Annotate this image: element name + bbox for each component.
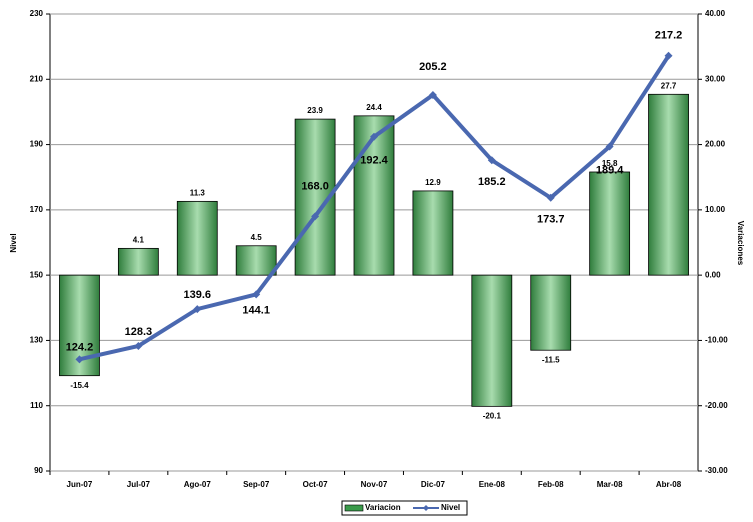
- y2-axis-label: Variaciones: [736, 221, 745, 266]
- line-value-label: 192.4: [360, 155, 388, 167]
- line-value-label: 189.4: [596, 164, 624, 176]
- line-marker: [134, 341, 143, 350]
- line-marker: [252, 290, 261, 299]
- y2-tick-label: 40.00: [705, 9, 726, 18]
- bar: [648, 93, 689, 276]
- bar: [589, 171, 631, 276]
- y-tick-label: 150: [30, 270, 44, 279]
- bar: [353, 115, 395, 276]
- bar-value-label: 4.1: [133, 235, 145, 244]
- y2-tick-label: 10.00: [705, 205, 726, 214]
- x-tick-label: Feb-08: [538, 480, 564, 489]
- y-tick-label: 190: [30, 140, 44, 149]
- legend-label: Nivel: [441, 503, 460, 512]
- line-value-label: 185.2: [478, 176, 506, 188]
- line-value-label: 168.0: [301, 180, 329, 192]
- y-tick-label: 230: [30, 9, 44, 18]
- y2-tick-label: 0.00: [705, 270, 721, 279]
- bar-value-label: -15.4: [70, 381, 89, 390]
- x-tick-label: Ene-08: [479, 480, 506, 489]
- bar-value-label: 24.4: [366, 103, 382, 112]
- x-tick-label: Dic-07: [421, 480, 446, 489]
- line-value-label: 217.2: [655, 30, 683, 42]
- x-tick-label: Sep-07: [243, 480, 270, 489]
- y-tick-label: 110: [30, 401, 43, 410]
- bar-value-label: 4.5: [251, 233, 263, 242]
- bar: [412, 190, 454, 276]
- bar-value-label: -20.1: [483, 411, 502, 420]
- y-tick-label: 90: [34, 466, 43, 475]
- line-marker: [487, 156, 496, 165]
- legend-box: [341, 500, 468, 516]
- y2-tick-label: -20.00: [705, 401, 728, 410]
- bar: [530, 274, 572, 351]
- line-value-label: 124.2: [66, 341, 94, 353]
- y2-tick-label: -30.00: [705, 466, 728, 475]
- bar: [471, 274, 513, 407]
- line-marker: [75, 355, 84, 364]
- y-axis-label: Nivel: [9, 233, 18, 252]
- bar: [176, 200, 218, 276]
- bar-value-label: 23.9: [307, 106, 323, 115]
- line-marker: [428, 90, 437, 99]
- y-tick-label: 170: [30, 205, 44, 214]
- bar-value-label: -11.5: [542, 355, 560, 364]
- y-tick-label: 130: [30, 336, 44, 345]
- x-tick-label: Mar-08: [597, 480, 623, 489]
- x-tick-label: Jul-07: [127, 480, 151, 489]
- x-tick-label: Jun-07: [67, 480, 93, 489]
- y2-tick-label: 30.00: [705, 74, 726, 83]
- y2-tick-label: -10.00: [705, 336, 728, 345]
- bar: [117, 247, 159, 276]
- bar-value-label: 15.8: [602, 159, 618, 168]
- bar-value-label: 27.7: [661, 81, 677, 90]
- y-tick-label: 210: [30, 74, 44, 83]
- bar-value-label: 11.3: [190, 188, 206, 197]
- x-tick-label: Oct-07: [303, 480, 328, 489]
- line-value-label: 173.7: [537, 214, 565, 226]
- line-value-label: 139.6: [184, 289, 212, 301]
- legend-label: Variacion: [365, 503, 401, 512]
- legend-marker: [423, 505, 429, 511]
- line-marker: [311, 212, 320, 221]
- line-marker: [605, 142, 614, 151]
- x-tick-label: Abr-08: [656, 480, 682, 489]
- x-tick-label: Nov-07: [361, 480, 388, 489]
- y2-tick-label: 20.00: [705, 140, 726, 149]
- bar-value-label: 12.9: [425, 178, 441, 187]
- line-value-label: 128.3: [125, 326, 153, 338]
- line-marker: [370, 132, 378, 141]
- line-marker: [193, 305, 202, 314]
- x-tick-label: Ago-07: [184, 480, 212, 489]
- line-value-label: 205.2: [419, 61, 447, 73]
- line-marker: [664, 51, 673, 60]
- legend-swatch: [344, 504, 364, 512]
- bar: [235, 245, 277, 276]
- line-value-label: 144.1: [242, 304, 270, 316]
- line-marker: [546, 193, 555, 202]
